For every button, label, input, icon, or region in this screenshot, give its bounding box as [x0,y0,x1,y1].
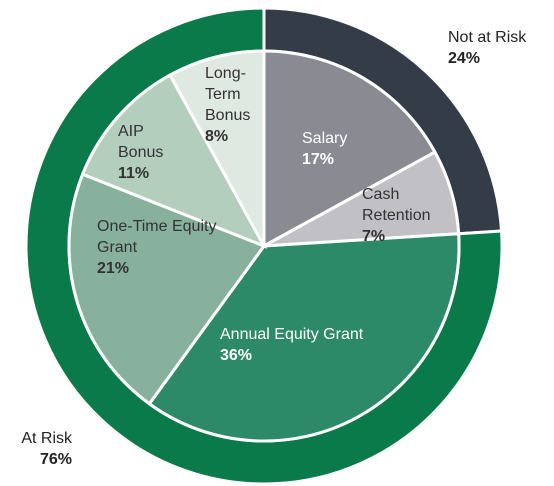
category-label: Not at Risk [448,29,527,46]
slice [147,232,461,443]
value-label: 17% [302,151,335,168]
value-label: 24% [448,50,481,67]
category-label: AIP Bonus [118,123,164,161]
value-label: 76% [39,451,72,468]
value-label: 11% [118,165,150,182]
slice-label: One-Time Equity Grant 21% [97,216,222,279]
slice-label: Salary 17% [302,128,382,170]
category-label: One-Time Equity Grant [97,218,217,256]
category-label: Annual Equity Grant [220,326,364,343]
slice [80,73,268,249]
category-label: Long-Term Bonus [205,65,251,124]
slice-label: AIP Bonus 11% [118,121,178,184]
category-label: Salary [302,130,348,147]
slice [168,49,266,247]
value-label: 36% [220,347,253,364]
slice-label: At Risk 76% [8,428,72,470]
category-label: At Risk [21,430,72,447]
slice-label: Long-Term Bonus 8% [205,63,263,147]
slice [262,49,437,249]
slice [67,172,267,406]
value-label: 7% [362,228,386,245]
slice-label: Annual Equity Grant 36% [220,324,420,366]
value-label: 8% [205,128,229,145]
category-label: Cash Retention [362,186,431,224]
slice-label: Not at Risk 24% [448,27,554,69]
value-label: 21% [97,260,130,277]
slice-label: Cash Retention 7% [362,184,454,247]
